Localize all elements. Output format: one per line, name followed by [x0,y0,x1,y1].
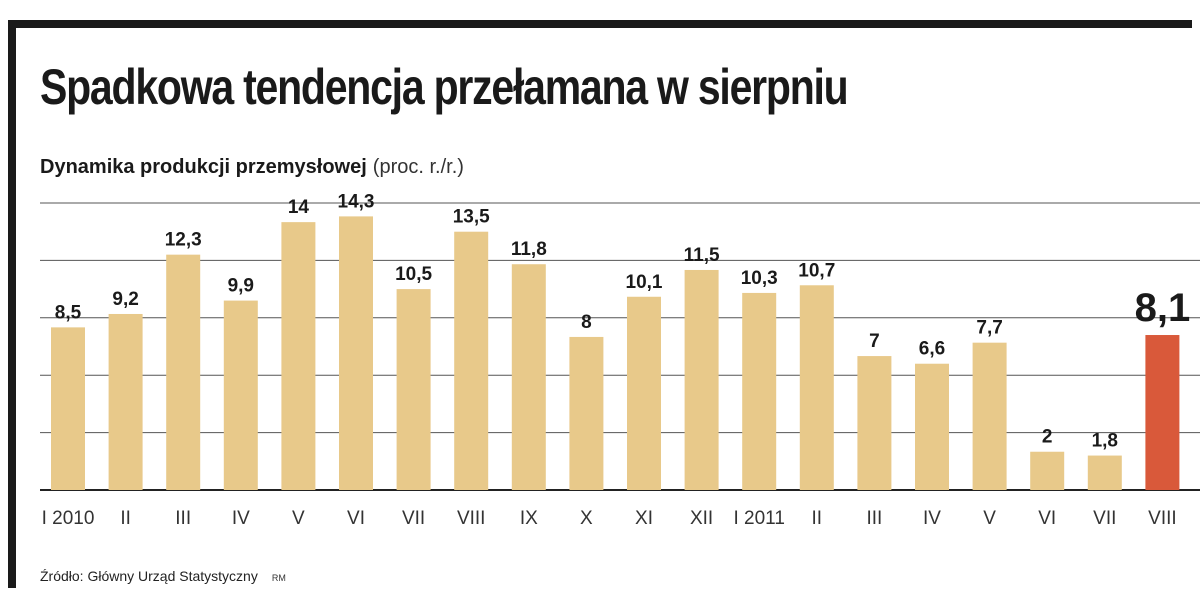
label-layer: 8,5 9,2 12,3 9,9 14 14,3 10,5 13,5 11,8 8 10,1 11,5… [55,191,1190,451]
bar [511,264,546,490]
data-label: 10,5 [395,264,432,285]
bar-layer [51,216,1180,491]
chart-subtitle: Dynamika produkcji przemysłowej (proc. r.… [40,156,464,179]
data-label: 6,6 [919,339,945,360]
data-label: 12,3 [165,230,202,251]
x-tick-label: VI [347,508,365,529]
data-label: 14 [288,197,310,218]
frame-top-rule [8,20,1192,28]
bar [627,296,661,490]
bar [51,327,85,490]
data-label-highlight: 8,1 [1135,286,1191,330]
bar [108,313,143,490]
x-tick-label: IV [923,508,941,529]
x-tick-label: II [812,508,823,529]
bar [454,231,489,490]
bar [684,269,719,490]
bar [396,289,431,490]
data-label: 13,5 [453,207,490,228]
x-tick-label: IX [520,508,538,529]
bar [1087,455,1122,490]
data-label: 11,5 [684,245,720,266]
source-text: Źródło: Główny Urząd Statystyczny [40,568,258,584]
x-tick-label: III [866,508,882,529]
bar [742,292,777,490]
x-tick-label: XII [690,508,713,529]
data-label: 10,3 [741,268,778,289]
bar [569,336,604,490]
x-tick-label: X [580,508,593,529]
bar [339,216,373,491]
source-note: Źródło: Główny Urząd Statystyczny RM [40,568,286,584]
x-tick-label: VIII [1148,508,1177,529]
data-label: 14,3 [338,191,375,212]
subtitle-text: Dynamika produkcji przemysłowej [40,156,367,178]
x-tick-label: IV [232,508,250,529]
bar [166,254,201,490]
data-label: 8,5 [55,302,82,323]
data-label: 10,1 [626,272,663,293]
chart-title: Spadkowa tendencja przełamana w sierpniu [40,59,849,115]
data-label: 7 [869,331,880,352]
x-tick-label: VIII [457,508,486,529]
unit-text: (proc. r./r.) [372,156,464,178]
bar [223,300,258,490]
x-tick-label: V [983,508,996,529]
x-tick-label: VII [1093,508,1116,529]
frame-left-rule [8,20,16,588]
data-label: 1,8 [1092,431,1118,452]
data-label: 7,7 [976,318,1002,339]
grid-layer [40,202,1200,491]
x-tick-label: I 2011 [733,508,784,529]
data-label: 11,8 [511,239,547,260]
data-label: 9,9 [228,276,254,297]
bar [799,285,834,490]
tick-layer: I 2010 II III IV V VI VII VIII IX X XI XII I 2011 II I… [42,508,1177,529]
data-label: 10,7 [798,260,835,281]
bar [281,222,316,490]
x-tick-label: III [175,508,191,529]
data-label: 8 [581,312,592,333]
data-label: 2 [1042,427,1053,448]
bar [1030,451,1065,490]
x-tick-label: XI [635,508,653,529]
bar [857,356,892,490]
x-tick-label: I 2010 [42,508,95,529]
credit-text: RM [271,573,286,583]
bar-highlight [1145,335,1180,490]
bar [915,363,949,490]
data-label: 9,2 [112,289,138,310]
x-tick-label: II [120,508,131,529]
bar [972,342,1007,490]
x-tick-label: VII [402,508,425,529]
x-tick-label: V [292,508,305,529]
x-tick-label: VI [1038,508,1056,529]
